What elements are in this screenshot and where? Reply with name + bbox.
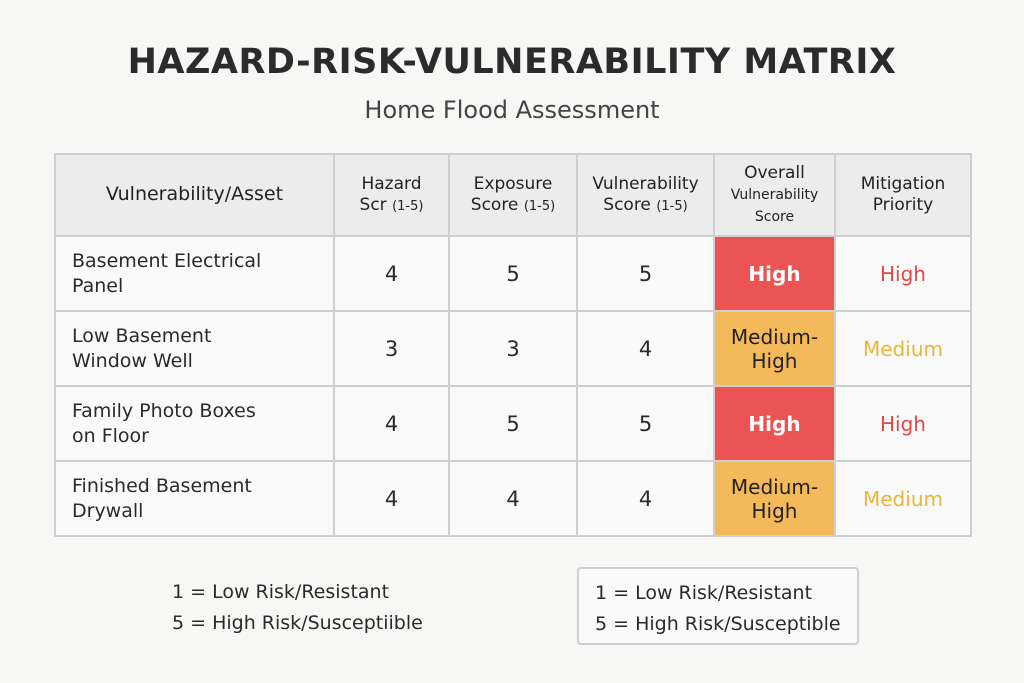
header-hazard: Hazard Scr (1-5) [333, 153, 450, 237]
vulnerability-score: 4 [576, 460, 715, 537]
mitigation-priority: High [834, 385, 972, 462]
asset-cell: Low Basement Window Well [54, 310, 335, 387]
mitigation-priority: Medium [834, 310, 972, 387]
hazard-score: 4 [333, 235, 450, 312]
vulnerability-score: 5 [576, 235, 715, 312]
legend-line: 5 = High Risk/Susceptiible [172, 612, 423, 634]
overall-score-badge: Medium- High [713, 460, 836, 537]
header-vulnerability: Vulnerability Score (1-5) [576, 153, 715, 237]
header-exposure: Exposure Score (1-5) [448, 153, 578, 237]
legend-line: 1 = Low Risk/Resistant [595, 582, 813, 604]
header-row: Vulnerability/Asset Hazard Scr (1-5) Expo… [54, 153, 972, 237]
overall-score-badge: High [713, 235, 836, 312]
table-row: Basement Electrical Panel 4 5 5 High High [54, 235, 972, 312]
overall-score-badge: Medium- High [713, 310, 836, 387]
page-subtitle: Home Flood Assessment [364, 96, 660, 124]
vulnerability-score: 4 [576, 310, 715, 387]
page-title: HAZARD-RISK-VULNERABILITY MATRIX [127, 42, 897, 82]
overall-score-badge: High [713, 385, 836, 462]
hazard-score: 4 [333, 385, 450, 462]
hazard-score: 3 [333, 310, 450, 387]
header-priority: Mitigation Priority [834, 153, 972, 237]
risk-matrix-table: Vulnerability/Asset Hazard Scr (1-5) Expo… [54, 153, 972, 537]
legend-line: 1 = Low Risk/Resistant [172, 581, 390, 603]
asset-cell: Finished Basement Drywall [54, 460, 335, 537]
header-asset: Vulnerability/Asset [54, 153, 335, 237]
exposure-score: 5 [448, 385, 578, 462]
asset-cell: Basement Electrical Panel [54, 235, 335, 312]
table-row: Low Basement Window Well 3 3 4 Medium- Hig… [54, 310, 972, 387]
legend-line: 5 = High Risk/Susceptible [595, 613, 841, 635]
vulnerability-score: 5 [576, 385, 715, 462]
mitigation-priority: High [834, 235, 972, 312]
asset-cell: Family Photo Boxes on Floor [54, 385, 335, 462]
exposure-score: 5 [448, 235, 578, 312]
exposure-score: 4 [448, 460, 578, 537]
table-row: Finished Basement Drywall 4 4 4 Medium- Hi… [54, 460, 972, 537]
hazard-score: 4 [333, 460, 450, 537]
legend-text: 1 = Low Risk/Resistant 5 = High Risk/Sus… [172, 577, 423, 639]
mitigation-priority: Medium [834, 460, 972, 537]
table-row: Family Photo Boxes on Floor 4 5 5 High Hi… [54, 385, 972, 462]
legend-box: 1 = Low Risk/Resistant 5 = High Risk/Sus… [577, 567, 859, 645]
exposure-score: 3 [448, 310, 578, 387]
header-overall: Overall Vulnerability Score [713, 153, 836, 237]
